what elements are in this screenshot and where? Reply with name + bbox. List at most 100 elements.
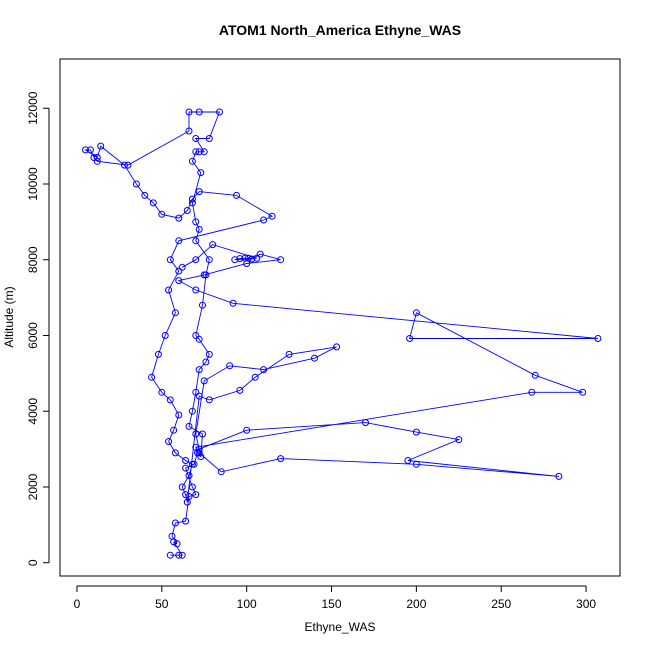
data-point: [161, 332, 169, 339]
data-point: [277, 455, 285, 463]
x-tick-label: 250: [491, 597, 511, 611]
y-tick-label: 12000: [26, 91, 40, 125]
data-point: [197, 453, 205, 461]
data-point: [173, 540, 181, 548]
data-point: [158, 210, 166, 218]
data-point: [192, 256, 200, 264]
data-point: [149, 199, 157, 207]
data-point: [195, 449, 203, 457]
data-point: [197, 169, 205, 177]
data-point: [185, 127, 193, 135]
data-point: [195, 108, 203, 116]
data-point: [200, 148, 208, 156]
x-axis-label: Ethyne_WAS: [305, 620, 376, 634]
data-point: [205, 135, 213, 142]
data-point: [166, 256, 174, 264]
data-point: [192, 430, 200, 438]
data-point: [192, 237, 200, 245]
chart-title: ATOM1 North_America Ethyne_WAS: [219, 22, 461, 38]
data-point: [158, 388, 166, 396]
x-axis: 0 50 100 150 200 250 300: [74, 585, 596, 611]
data-point: [199, 430, 206, 438]
data-point: [455, 436, 463, 444]
data-point: [165, 438, 173, 445]
data-point: [199, 301, 206, 309]
data-point: [195, 225, 203, 233]
data-point: [90, 154, 98, 161]
data-point: [205, 350, 213, 358]
data-point: [175, 214, 183, 222]
data-point: [226, 362, 234, 370]
data-point: [141, 191, 149, 199]
data-point: [362, 419, 369, 427]
x-tick-label: 300: [576, 597, 596, 611]
data-point: [183, 498, 191, 506]
data-point: [195, 366, 203, 374]
data-point: [251, 373, 259, 381]
y-tick-label: 10000: [26, 167, 40, 201]
data-point: [555, 472, 563, 480]
data-point: [166, 551, 174, 559]
data-point: [192, 332, 200, 339]
data-point: [188, 460, 196, 468]
data-point: [171, 519, 179, 527]
data-point: [192, 148, 200, 156]
data-point: [311, 354, 318, 362]
data-point: [93, 154, 101, 161]
y-tick-label: 6000: [26, 322, 40, 349]
x-tick-label: 100: [237, 597, 257, 611]
data-point: [192, 491, 200, 499]
data-point: [260, 216, 268, 224]
data-point: [168, 532, 176, 540]
y-axis: 0 2000 4000 6000 8000 10000 12000: [26, 91, 50, 566]
data-point: [175, 551, 183, 559]
data-point: [216, 108, 223, 116]
data-point: [188, 157, 196, 165]
data-point: [236, 386, 244, 394]
data-point: [148, 373, 156, 381]
data-point: [188, 407, 196, 415]
data-point: [200, 377, 208, 385]
data-point: [277, 256, 285, 264]
data-point: [333, 343, 341, 351]
data-point: [97, 142, 105, 150]
data-point: [231, 256, 239, 264]
data-point: [256, 250, 264, 258]
data-point: [195, 445, 203, 453]
data-point: [412, 428, 420, 436]
data-point: [178, 483, 186, 491]
data-point: [154, 350, 162, 358]
data-point: [132, 180, 140, 188]
x-tick-label: 50: [155, 597, 169, 611]
data-point: [192, 286, 200, 294]
data-point: [188, 199, 196, 207]
data-point: [594, 335, 602, 342]
data-point: [124, 161, 132, 169]
data-point: [175, 277, 183, 285]
data-point: [188, 195, 196, 203]
data-point: [241, 254, 249, 262]
series-line: [83, 111, 598, 556]
y-tick-label: 4000: [26, 398, 40, 425]
data-point: [236, 255, 244, 263]
x-tick-label: 0: [74, 597, 81, 611]
data-point: [406, 335, 414, 342]
data-point: [200, 271, 208, 279]
data-point: [182, 457, 190, 464]
plot-frame: [59, 58, 621, 577]
data-point: [244, 254, 252, 262]
data-point: [195, 188, 203, 196]
data-point: [82, 146, 89, 154]
x-tick-label: 150: [321, 597, 341, 611]
data-point: [175, 237, 183, 245]
data-point: [195, 392, 203, 400]
data-point: [121, 161, 128, 169]
data-point: [285, 350, 293, 358]
data-point: [268, 212, 276, 220]
x-tick-label: 200: [406, 597, 426, 611]
data-point: [175, 411, 183, 419]
data-point: [233, 191, 240, 199]
data-point: [87, 146, 94, 154]
data-point: [178, 263, 186, 271]
